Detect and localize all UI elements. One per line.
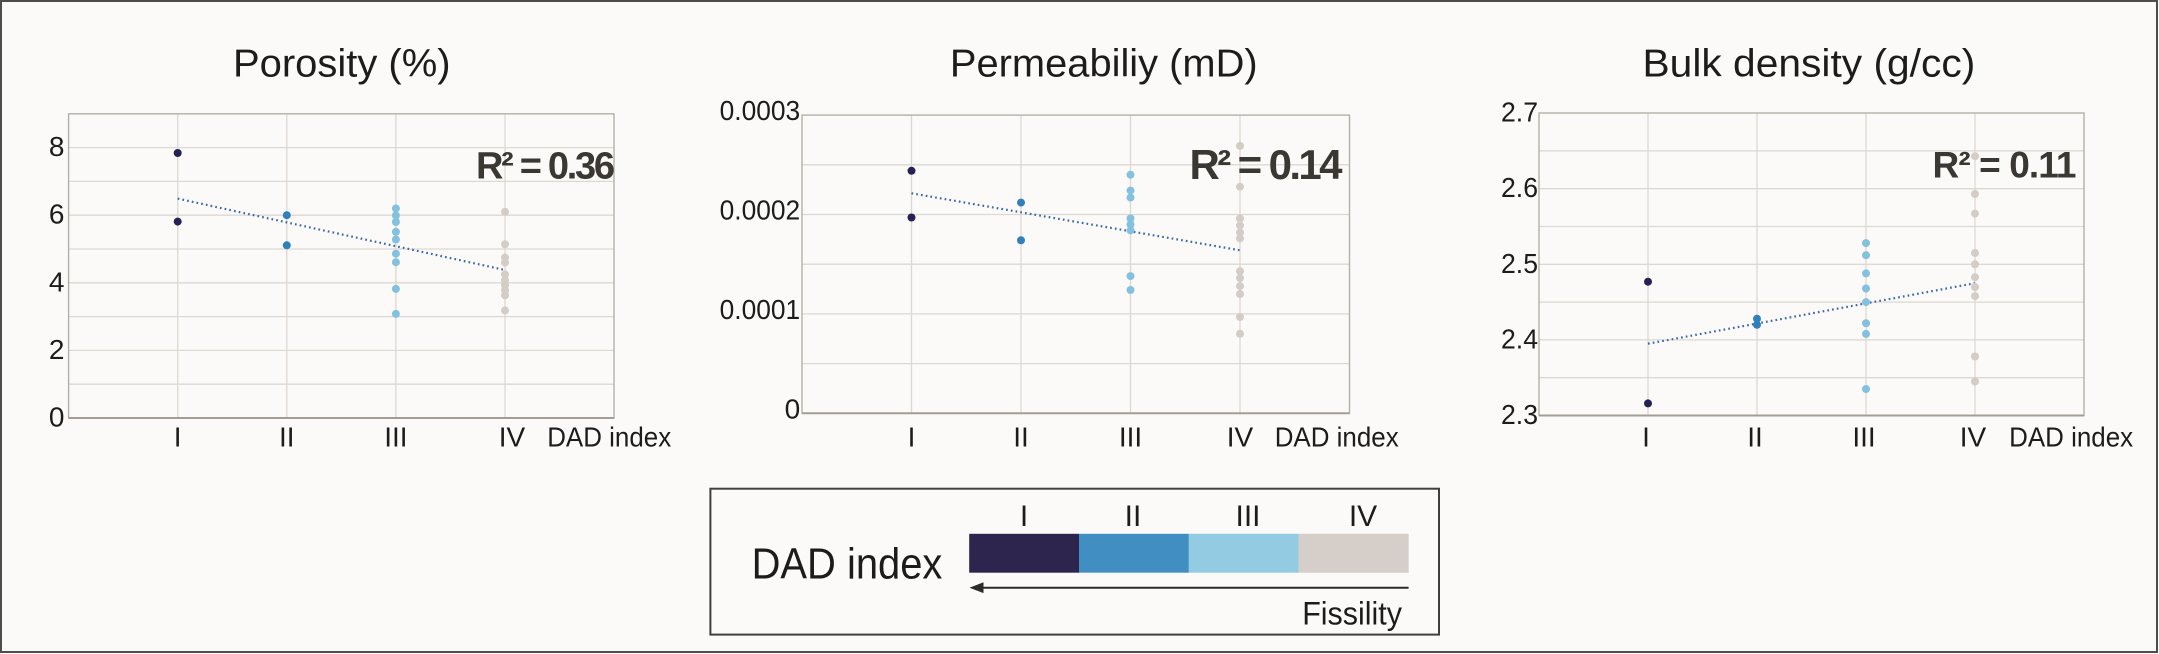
svg-text:DAD index: DAD index [752,540,943,589]
svg-text:III: III [1119,422,1142,453]
svg-text:I: I [174,422,182,453]
svg-text:R² = 0.11: R² = 0.11 [1933,145,2077,186]
svg-text:R² = 0.36: R² = 0.36 [476,146,615,188]
svg-text:II: II [1013,422,1029,453]
svg-text:Bulk density (g/cc): Bulk density (g/cc) [1643,43,1976,86]
svg-text:Fissility: Fissility [1302,595,1403,631]
svg-text:DAD index: DAD index [1275,422,1399,453]
svg-text:II: II [279,422,295,453]
svg-text:I: I [908,422,916,453]
svg-text:I: I [1020,500,1028,533]
svg-text:II: II [1125,500,1142,533]
svg-text:4: 4 [49,266,65,297]
svg-text:2.7: 2.7 [1501,97,1538,128]
svg-text:II: II [1747,422,1763,453]
svg-text:0: 0 [49,402,65,433]
svg-text:III: III [1852,422,1875,453]
svg-text:2: 2 [49,334,65,365]
svg-text:2.3: 2.3 [1501,399,1538,430]
svg-text:IV: IV [1960,422,1987,453]
svg-text:0: 0 [785,393,801,424]
svg-text:0.0002: 0.0002 [720,195,801,226]
svg-text:2.6: 2.6 [1501,172,1538,203]
svg-text:6: 6 [49,199,65,230]
svg-text:III: III [384,422,407,453]
svg-text:2.4: 2.4 [1501,323,1538,354]
svg-text:2.5: 2.5 [1501,248,1538,279]
svg-text:III: III [1235,500,1260,533]
svg-text:I: I [1642,422,1650,453]
svg-text:0.0003: 0.0003 [720,95,801,126]
svg-text:0.0001: 0.0001 [720,294,801,325]
svg-text:Permeabiliy (mD): Permeabiliy (mD) [950,43,1258,86]
svg-text:DAD index: DAD index [2009,422,2133,453]
svg-text:Porosity (%): Porosity (%) [233,43,451,86]
svg-text:IV: IV [1349,500,1377,533]
svg-text:DAD index: DAD index [547,422,671,453]
svg-text:IV: IV [1227,422,1254,453]
svg-text:IV: IV [499,422,526,453]
svg-text:R² = 0.14: R² = 0.14 [1190,141,1344,188]
svg-text:8: 8 [49,131,65,162]
